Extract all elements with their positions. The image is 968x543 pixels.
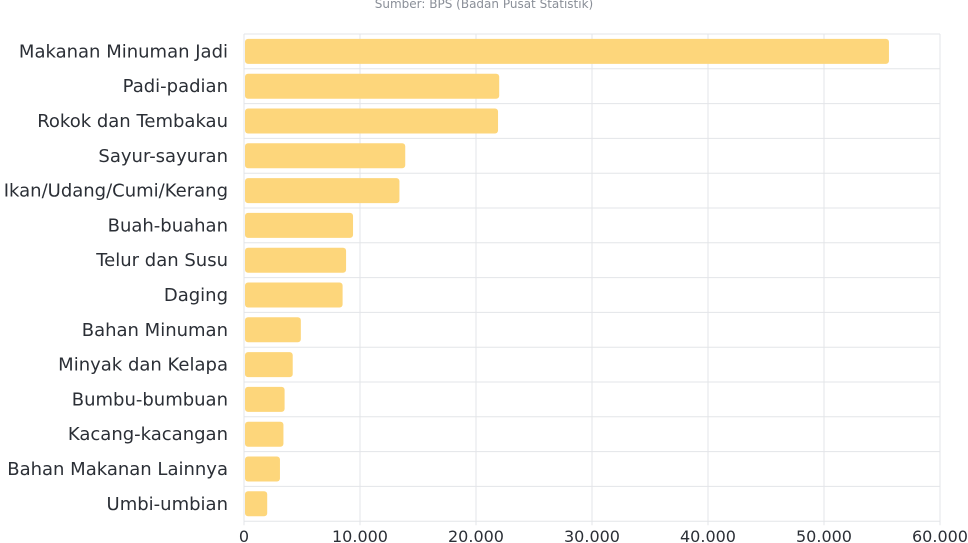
bar[interactable] <box>245 317 301 343</box>
bar[interactable] <box>245 178 400 204</box>
x-axis-ticks: 0 10.000 20.000 30.000 40.000 50.000 60.000 <box>239 527 968 543</box>
category-label: Bumbu-bumbuan <box>72 389 228 410</box>
x-tick-label: 0 <box>239 527 249 543</box>
bar[interactable] <box>245 212 354 238</box>
bar[interactable] <box>245 73 500 99</box>
x-tick-label: 20.000 <box>448 527 504 543</box>
category-label: Buah-buahan <box>108 215 228 236</box>
category-label: Rokok dan Tembakau <box>37 111 228 132</box>
category-label: Ikan/Udang/Cumi/Kerang <box>4 181 228 202</box>
bar[interactable] <box>245 143 406 169</box>
bar-layer <box>245 38 889 517</box>
category-label: Padi-padian <box>123 76 228 97</box>
x-tick-label: 50.000 <box>796 527 852 543</box>
category-label: Umbi-umbian <box>107 494 228 515</box>
bar[interactable] <box>245 247 347 273</box>
category-label: Bahan Makanan Lainnya <box>7 459 228 480</box>
category-label: Daging <box>164 285 228 306</box>
category-label: Telur dan Susu <box>95 250 228 271</box>
category-label: Bahan Minuman <box>82 320 228 341</box>
category-label: Makanan Minuman Jadi <box>19 41 228 62</box>
category-label: Sayur-sayuran <box>98 146 228 167</box>
category-label: Minyak dan Kelapa <box>58 355 228 376</box>
bar[interactable] <box>245 38 889 64</box>
bar[interactable] <box>245 108 499 134</box>
bar[interactable] <box>245 491 268 517</box>
chart-subtitle: Sumber: BPS (Badan Pusat Statistik) <box>375 0 593 11</box>
bar[interactable] <box>245 282 343 308</box>
bar[interactable] <box>245 421 284 447</box>
bar[interactable] <box>245 386 285 412</box>
bar[interactable] <box>245 456 280 482</box>
x-tick-label: 10.000 <box>332 527 388 543</box>
x-tick-label: 30.000 <box>564 527 620 543</box>
grid-layer <box>243 33 941 526</box>
x-tick-label: 60.000 <box>912 527 968 543</box>
bar[interactable] <box>245 352 293 378</box>
category-label: Kacang-kacangan <box>68 424 228 445</box>
category-labels: Makanan Minuman Jadi Padi-padian Rokok dan… <box>4 41 228 514</box>
x-tick-label: 40.000 <box>680 527 736 543</box>
